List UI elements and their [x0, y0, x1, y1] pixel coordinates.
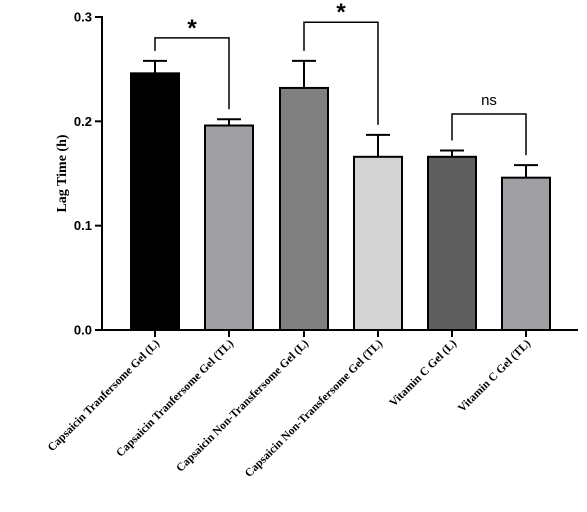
x-axis: Capsaicin Tranfersome Gel (L)Capsaicin T…	[46, 329, 578, 480]
x-tick-label: Vitamin C Gel (L)	[387, 338, 459, 410]
y-tick-label: 0.3	[74, 10, 92, 25]
x-tick-label: Vitamin C Gel (TL)	[456, 338, 533, 415]
bar	[501, 176, 551, 331]
y-axis: 0.0 0.1 0.2 0.3	[74, 10, 103, 338]
error-bars	[143, 59, 538, 178]
bar	[427, 155, 477, 331]
bar	[353, 155, 403, 331]
y-axis-title: Lag Time (h)	[55, 134, 70, 212]
significance-label: ns	[481, 92, 497, 109]
y-tick-label: 0.0	[74, 323, 92, 338]
x-tick-label: Capsaicin Non-Transfersome Gel (TL)	[243, 338, 385, 480]
bar	[204, 124, 254, 331]
significance-label: *	[187, 15, 197, 42]
bar	[279, 86, 329, 331]
x-tick-label: Capsaicin Tranfersome Gel (TL)	[114, 338, 236, 460]
significance-brackets: * * ns	[154, 0, 527, 156]
significance-bracket	[303, 21, 379, 125]
bar	[130, 72, 180, 331]
significance-label: *	[336, 0, 346, 26]
significance-bracket	[154, 37, 230, 110]
y-tick-label: 0.1	[74, 218, 92, 233]
significance-bracket	[451, 113, 527, 156]
bars	[130, 72, 551, 331]
y-tick-label: 0.2	[74, 114, 92, 129]
x-tick-label: Capsaicin Non-Transfersome Gel (L)	[174, 338, 311, 475]
